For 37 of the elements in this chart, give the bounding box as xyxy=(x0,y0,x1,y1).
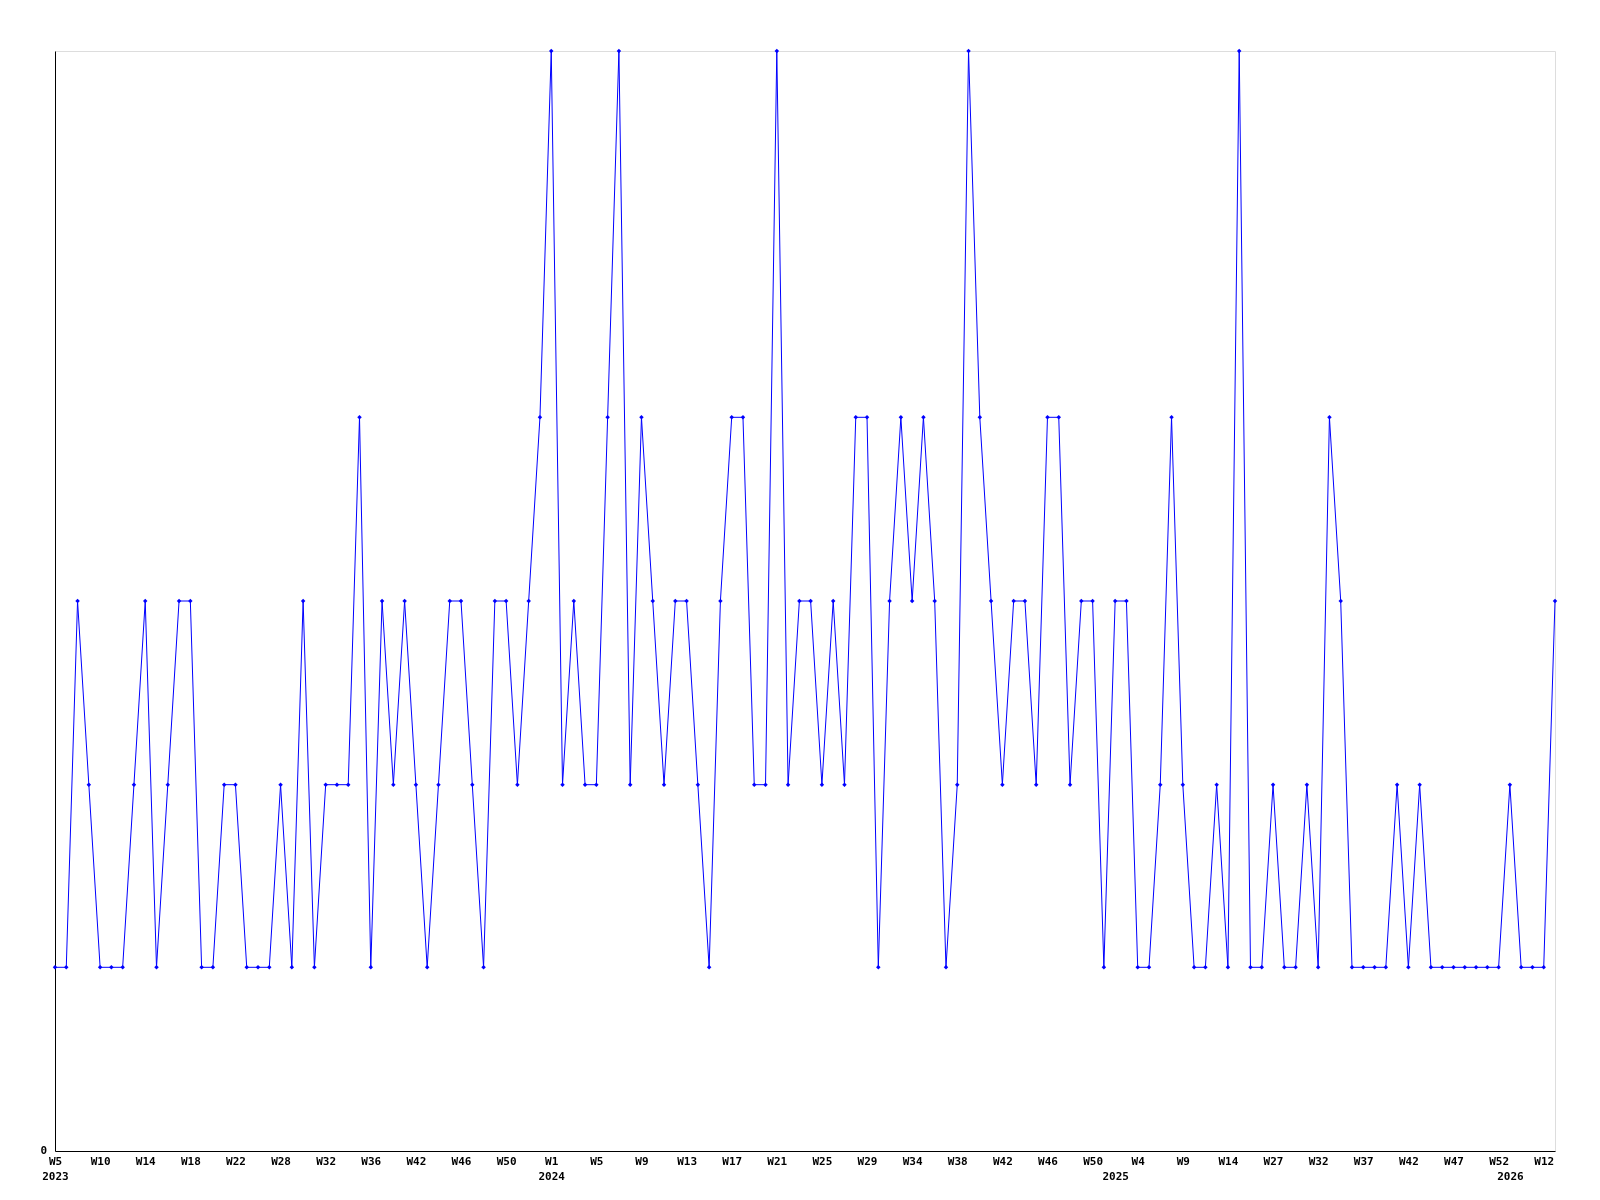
x-tick-label: W42 xyxy=(406,1154,427,1168)
x-tick-label: W32 xyxy=(316,1154,337,1168)
x-tick-label: 2026 xyxy=(1497,1169,1524,1183)
x-tick-label: W14 xyxy=(135,1154,157,1168)
x-tick-label: W34 xyxy=(902,1154,923,1168)
x-tick-label: W5 xyxy=(590,1154,604,1168)
x-tick-label: W42 xyxy=(1398,1154,1419,1168)
x-tick-label: W29 xyxy=(857,1154,878,1168)
x-tick-label: W9 xyxy=(1176,1154,1190,1168)
x-tick-label: W50 xyxy=(1083,1154,1104,1168)
x-tick-label: W52 xyxy=(1489,1154,1510,1168)
x-tick-label: W9 xyxy=(635,1154,649,1168)
x-tick-label: W38 xyxy=(947,1154,968,1168)
x-tick-label: W32 xyxy=(1308,1154,1329,1168)
x-tick-label: W1 2024 xyxy=(538,1154,566,1183)
x-tick-label: W5 2023 xyxy=(42,1154,69,1183)
x-tick-label: 2025 xyxy=(1102,1169,1129,1183)
x-tick-label: W22 xyxy=(226,1154,246,1168)
x-tick-label: W17 xyxy=(722,1154,743,1168)
x-tick-label: W13 xyxy=(677,1154,698,1168)
x-tick-label: W25 xyxy=(812,1154,833,1168)
x-tick-label: W10 xyxy=(90,1154,111,1168)
x-tick-label: W42 xyxy=(992,1154,1013,1168)
x-tick-label: W21 xyxy=(767,1154,788,1168)
x-tick-label: W47 xyxy=(1444,1154,1464,1168)
x-tick-label: W4 xyxy=(1131,1154,1146,1168)
x-tick-label: W46 xyxy=(1038,1154,1059,1168)
x-tick-label: W36 xyxy=(361,1154,382,1168)
x-tick-label: W28 xyxy=(271,1154,291,1168)
x-tick-label: W18 xyxy=(180,1154,201,1168)
x-tick-label: W12 xyxy=(1534,1154,1555,1168)
x-tick-label: W14 xyxy=(1218,1154,1239,1168)
x-tick-label: W37 xyxy=(1353,1154,1374,1168)
text: 0 xyxy=(40,1144,47,1157)
x-tick-label: W46 xyxy=(451,1154,472,1168)
x-tick-label: W50 xyxy=(496,1154,517,1168)
x-tick-label: W27 xyxy=(1263,1154,1284,1168)
